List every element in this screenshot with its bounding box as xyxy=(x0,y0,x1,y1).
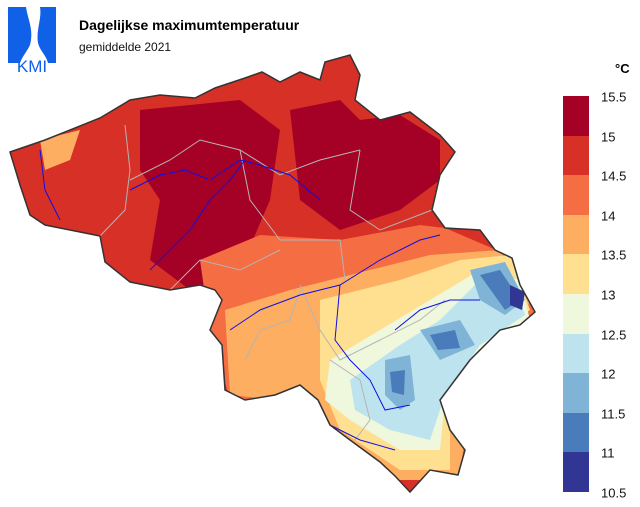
map-subtitle: gemiddelde 2021 xyxy=(79,40,172,54)
legend-band xyxy=(563,373,589,413)
svg-text:KMI: KMI xyxy=(17,57,47,73)
rivers xyxy=(39,149,480,451)
legend-tick-label: 14.5 xyxy=(601,168,627,184)
legend-tick-label: 15 xyxy=(601,129,616,145)
temperature-map xyxy=(9,54,536,493)
legend-band xyxy=(563,333,589,374)
legend-band xyxy=(563,175,589,215)
legend-band xyxy=(563,412,589,453)
legend-tick-label: 11.5 xyxy=(601,406,626,422)
color-legend xyxy=(563,96,589,492)
legend-band xyxy=(563,96,589,136)
province-borders xyxy=(99,124,446,441)
kmi-logo: KMI xyxy=(8,7,56,73)
legend-tick-label: 11 xyxy=(601,445,615,461)
legend-band xyxy=(563,135,589,176)
legend-tick-label: 14 xyxy=(601,208,616,224)
legend-tick-label: 10.5 xyxy=(601,485,627,501)
legend-tick-label: 13 xyxy=(601,287,616,303)
legend-tick-label: 12.5 xyxy=(601,327,627,343)
legend-unit: °C xyxy=(615,61,630,76)
temperature-zones xyxy=(10,55,535,492)
legend-tick-label: 12 xyxy=(601,366,616,382)
map-title: Dagelijkse maximumtemperatuur xyxy=(79,17,300,33)
legend-band xyxy=(563,214,589,255)
legend-tick-label: 15.5 xyxy=(601,89,627,105)
legend-band xyxy=(563,452,589,492)
legend-band xyxy=(563,293,589,334)
legend-tick-label: 13.5 xyxy=(601,247,627,263)
legend-band xyxy=(563,254,589,294)
